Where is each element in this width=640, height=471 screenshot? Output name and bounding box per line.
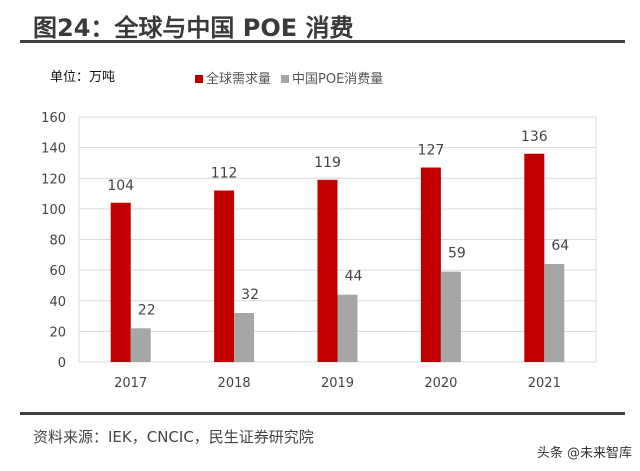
data-label: 104 <box>107 178 134 194</box>
bar-china <box>130 328 151 362</box>
legend-swatch <box>281 75 290 83</box>
x-tick-label: 2018 <box>218 376 251 391</box>
bar-global <box>110 202 131 362</box>
data-label: 59 <box>448 246 466 262</box>
y-tick-label: 80 <box>49 234 66 249</box>
bar-china <box>440 271 461 362</box>
bar-global <box>214 190 235 362</box>
bar-china <box>544 264 565 362</box>
data-label: 112 <box>211 166 238 182</box>
data-label: 22 <box>138 302 156 318</box>
data-label: 136 <box>521 129 548 145</box>
bar-global <box>524 153 545 362</box>
y-tick-label: 160 <box>41 111 66 126</box>
x-tick-label: 2019 <box>321 376 354 391</box>
title-divider <box>20 40 625 43</box>
bar-global <box>317 179 338 362</box>
figure-title: 图24：全球与中国 POE 消费 <box>33 14 354 42</box>
legend-label: 全球需求量 <box>206 72 272 87</box>
unit-label: 单位：万吨 <box>50 70 116 85</box>
y-tick-label: 40 <box>49 295 66 310</box>
legend-item-china: 中国POE消费量 <box>281 68 383 87</box>
bar-china <box>337 294 358 362</box>
data-label: 127 <box>418 143 445 159</box>
y-tick-label: 120 <box>41 172 66 187</box>
data-label: 44 <box>345 269 363 285</box>
x-tick-label: 2017 <box>114 376 147 391</box>
data-label: 64 <box>551 238 569 254</box>
y-tick-label: 20 <box>49 325 66 340</box>
legend: 全球需求量 中国POE消费量 <box>195 68 383 87</box>
bar-global <box>420 167 441 362</box>
legend-label: 中国POE消费量 <box>292 72 384 87</box>
bar-china <box>234 313 255 362</box>
y-tick-label: 60 <box>49 264 66 279</box>
y-tick-label: 140 <box>41 142 66 157</box>
data-label: 32 <box>241 287 259 303</box>
y-tick-label: 0 <box>58 356 66 371</box>
x-tick-label: 2020 <box>424 376 457 391</box>
x-tick-label: 2021 <box>528 376 561 391</box>
y-tick-label: 100 <box>41 203 66 218</box>
legend-item-global: 全球需求量 <box>195 68 271 87</box>
legend-swatch <box>195 75 203 83</box>
data-label: 119 <box>314 155 341 171</box>
watermark: 头条 @未来智库 <box>536 446 632 461</box>
source-note: 资料来源：IEK，CNCIC，民生证券研究院 <box>33 428 314 446</box>
source-divider <box>20 412 625 415</box>
